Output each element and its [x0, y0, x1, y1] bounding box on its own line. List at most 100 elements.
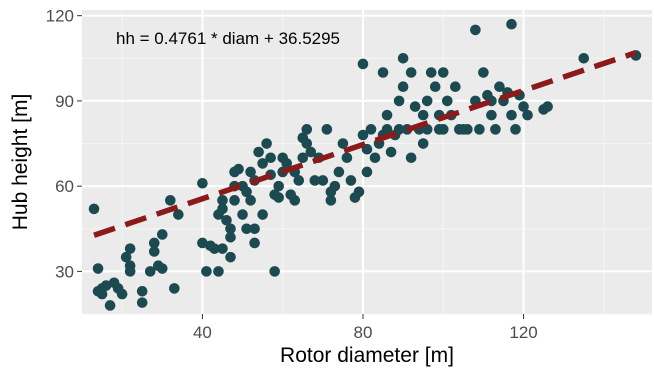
data-point	[522, 109, 533, 121]
data-point	[353, 186, 365, 198]
data-point	[92, 263, 104, 274]
data-point	[425, 67, 437, 78]
data-point	[293, 175, 305, 186]
data-point	[237, 209, 248, 220]
data-point	[325, 195, 337, 206]
data-point	[169, 283, 180, 294]
y-axis-ticks: 30 60 90 120	[46, 7, 82, 281]
x-axis-ticks: 40 80 120	[193, 314, 538, 342]
data-point	[197, 178, 208, 189]
data-point	[221, 214, 232, 226]
data-point	[217, 243, 228, 254]
data-point	[297, 152, 309, 164]
regression-equation: hh = 0.4761 * diam + 36.5295	[116, 29, 340, 48]
data-point	[405, 152, 417, 164]
data-point	[201, 266, 212, 277]
data-point	[309, 175, 321, 186]
data-point	[257, 209, 268, 220]
data-point	[437, 124, 449, 135]
data-point	[474, 124, 485, 135]
data-point	[329, 180, 341, 192]
data-point	[321, 124, 333, 135]
data-point	[249, 237, 260, 249]
data-point	[450, 81, 461, 93]
data-point	[510, 124, 521, 135]
data-point	[289, 195, 301, 206]
regression-line	[93, 50, 637, 238]
data-point	[357, 58, 369, 70]
data-point	[241, 186, 252, 198]
data-point	[518, 101, 529, 112]
y-tick-label: 120	[46, 7, 74, 26]
data-point	[409, 101, 421, 112]
data-point	[245, 195, 256, 206]
data-point	[245, 166, 256, 178]
data-point	[405, 67, 417, 78]
data-point	[273, 192, 284, 203]
data-point	[361, 166, 373, 178]
data-point	[381, 109, 393, 121]
data-point	[96, 288, 108, 300]
data-point	[397, 81, 409, 93]
data-point	[301, 138, 313, 149]
data-point	[421, 95, 433, 107]
y-tick-label: 30	[55, 262, 74, 281]
x-tick-label: 80	[354, 323, 373, 342]
data-point	[301, 124, 313, 135]
data-point	[156, 229, 168, 240]
data-point	[437, 67, 449, 78]
data-point	[345, 175, 357, 186]
data-point	[462, 124, 473, 135]
y-axis-title: Hub height [m]	[9, 94, 32, 231]
data-point	[357, 129, 369, 141]
data-point	[397, 52, 409, 64]
data-point	[120, 251, 132, 263]
data-point	[417, 138, 429, 149]
data-point	[148, 246, 160, 257]
data-point	[265, 152, 276, 164]
data-point	[281, 158, 293, 169]
data-point	[144, 266, 156, 277]
data-point	[393, 95, 405, 107]
data-point	[369, 152, 381, 164]
data-point	[136, 285, 148, 297]
data-point	[490, 124, 501, 135]
data-point	[333, 166, 345, 178]
data-point	[217, 195, 228, 206]
data-point	[257, 158, 268, 169]
data-point	[381, 124, 393, 135]
y-tick-label: 60	[55, 177, 74, 196]
data-point	[116, 288, 128, 300]
data-point	[229, 195, 240, 206]
data-point	[225, 251, 236, 263]
data-point	[213, 266, 224, 277]
data-point	[241, 223, 252, 235]
data-point	[148, 237, 160, 249]
grid-major	[82, 10, 652, 314]
data-point	[429, 81, 441, 93]
data-point	[165, 195, 176, 206]
data-point	[506, 18, 517, 30]
data-point	[506, 109, 517, 121]
data-point	[225, 231, 236, 243]
data-point	[124, 266, 136, 277]
data-point	[393, 124, 405, 135]
data-point	[197, 237, 208, 249]
data-point	[478, 67, 489, 78]
data-point	[100, 280, 112, 291]
data-point	[341, 152, 353, 164]
data-point	[486, 109, 497, 121]
data-point	[417, 109, 429, 121]
data-point	[377, 67, 389, 78]
data-point	[542, 101, 553, 112]
x-axis-title: Rotor diameter [m]	[280, 344, 454, 367]
data-point	[470, 24, 481, 36]
data-point	[269, 266, 280, 277]
x-tick-label: 120	[509, 323, 537, 342]
data-point	[253, 146, 264, 158]
data-point	[305, 146, 317, 158]
data-point	[225, 223, 236, 235]
data-point	[104, 300, 116, 311]
data-point	[273, 180, 284, 192]
